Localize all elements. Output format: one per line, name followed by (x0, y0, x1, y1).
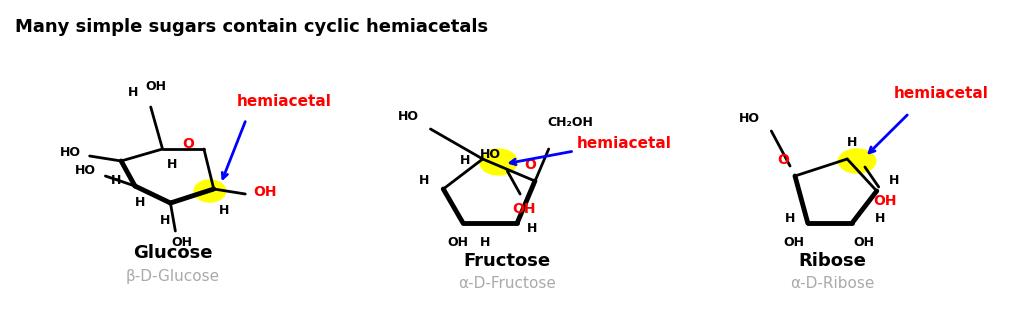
Text: H: H (875, 211, 885, 224)
Text: H: H (527, 221, 537, 235)
Text: Fructose: Fructose (464, 252, 550, 270)
Text: OH: OH (853, 237, 875, 250)
Text: H: H (111, 174, 121, 187)
Text: α-D-Ribose: α-D-Ribose (790, 277, 875, 292)
Text: OH: OH (254, 185, 277, 199)
Text: H: H (161, 214, 171, 227)
Text: H: H (128, 85, 138, 98)
Text: H: H (480, 237, 490, 250)
Ellipse shape (480, 149, 517, 175)
Text: OH: OH (873, 194, 896, 208)
Text: OH: OH (172, 237, 193, 250)
Text: H: H (168, 159, 178, 171)
Text: Ribose: Ribose (799, 252, 867, 270)
Text: hemiacetal: hemiacetal (894, 85, 989, 100)
Text: OH: OH (447, 237, 469, 250)
Text: O: O (778, 153, 789, 167)
Text: H: H (889, 174, 900, 187)
Text: OH: OH (784, 237, 805, 250)
Text: Glucose: Glucose (132, 244, 212, 262)
Ellipse shape (194, 180, 225, 202)
Text: hemiacetal: hemiacetal (236, 93, 331, 109)
Text: HO: HO (75, 165, 96, 177)
Text: HO: HO (739, 113, 761, 126)
Text: O: O (524, 158, 536, 172)
Text: O: O (182, 137, 194, 151)
Text: H: H (218, 205, 229, 217)
Text: HO: HO (60, 146, 81, 160)
Text: Many simple sugars contain cyclic hemiacetals: Many simple sugars contain cyclic hemiac… (15, 18, 488, 36)
Text: H: H (785, 211, 795, 224)
Text: CH₂OH: CH₂OH (547, 117, 593, 129)
Text: H: H (134, 196, 145, 209)
Text: H: H (418, 174, 429, 187)
Text: OH: OH (512, 202, 536, 216)
Text: α-D-Fructose: α-D-Fructose (459, 277, 557, 292)
Text: hemiacetal: hemiacetal (577, 135, 672, 151)
Text: HO: HO (480, 149, 501, 162)
Text: H: H (847, 136, 857, 150)
Text: OH: OH (145, 81, 167, 93)
Text: β-D-Glucose: β-D-Glucose (125, 268, 219, 284)
Text: H: H (460, 155, 470, 168)
Ellipse shape (838, 149, 876, 173)
Text: HO: HO (398, 111, 419, 124)
